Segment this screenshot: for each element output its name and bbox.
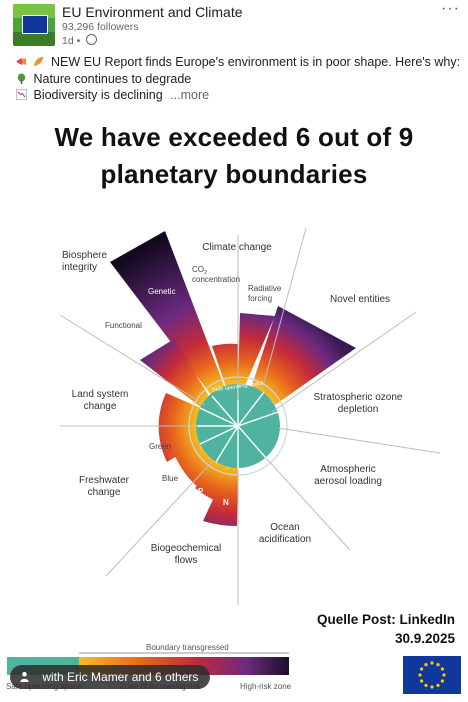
- page-logo[interactable]: [13, 4, 55, 46]
- wedge-nitrogen: [203, 465, 238, 527]
- eu-stars-icon: [418, 661, 446, 689]
- wedge-radiative-forcing: [238, 313, 275, 388]
- wedge-biosphere-integrity: [110, 231, 225, 396]
- safe-aerosol: [238, 426, 276, 452]
- legend-high-risk: High-risk zone: [240, 682, 292, 691]
- safe-ozone: [238, 408, 273, 426]
- label-biogeochemical-flows: Biogeochemical flows: [151, 543, 222, 566]
- label-atmospheric-aerosol: Atmospheric aerosol loading: [314, 464, 382, 487]
- legend-boundary-transgressed: Boundary transgressed: [146, 643, 229, 652]
- label-co2-concentration: CO2 concentration: [192, 265, 240, 284]
- source-line-2: 30.9.2025: [394, 631, 455, 646]
- post-age: 1d: [62, 35, 74, 47]
- eu-flag-icon: [22, 15, 48, 34]
- follower-count: 93,296 followers: [62, 21, 139, 33]
- label-freshwater-change: Freshwater change: [79, 475, 130, 498]
- post-header: EU Environment and Climate 93,296 follow…: [0, 0, 468, 52]
- page-name[interactable]: EU Environment and Climate: [62, 4, 243, 20]
- chart-decreasing-icon: [16, 89, 27, 100]
- label-genetic: Genetic: [148, 287, 176, 296]
- post-line-1: NEW EU Report finds Europe's environment…: [16, 54, 460, 71]
- post-line-2: Nature continues to degrade: [16, 71, 456, 88]
- ring-freshwater-green: [170, 436, 207, 465]
- label-green: Green: [149, 442, 171, 451]
- label-blue: Blue: [162, 474, 179, 483]
- megaphone-icon: [16, 57, 27, 66]
- headline-line-1: We have exceeded 6 out of 9: [54, 122, 414, 152]
- ring-climate-change: [212, 343, 238, 387]
- label-biosphere-integrity: Biosphere integrity: [62, 250, 107, 273]
- leaf-icon: [34, 56, 44, 67]
- source-line-1: Quelle Post: LinkedIn: [316, 612, 455, 627]
- tagged-people-button[interactable]: with Eric Mamer and 6 others: [10, 665, 211, 689]
- post-line-3: Biodiversity is declining ...more: [16, 87, 456, 104]
- post-text: NEW EU Report finds Europe's environment…: [16, 54, 460, 104]
- label-climate-change: Climate change: [202, 242, 272, 253]
- safe-ocean: [238, 426, 263, 464]
- globe-icon: [86, 34, 98, 45]
- label-p: P: [198, 487, 204, 496]
- label-n: N: [223, 498, 229, 507]
- label-functional: Functional: [105, 321, 142, 330]
- label-radiative-forcing: Radiative forcing: [248, 284, 282, 303]
- tagged-people-label: with Eric Mamer and 6 others: [42, 670, 199, 684]
- see-more-link[interactable]: ...more: [170, 88, 210, 102]
- eu-flag: [403, 656, 461, 694]
- headline-line-2: planetary boundaries: [100, 159, 368, 189]
- sector-lines: [59, 227, 441, 605]
- planetary-boundaries-diagram: Safe operating space Climate change CO2 c…: [59, 227, 441, 605]
- wedge-functional: [140, 339, 210, 409]
- post-meta: 1d •: [62, 34, 98, 47]
- label-novel-entities: Novel entities: [330, 294, 390, 305]
- label-ocean-acidification: Ocean acidification: [259, 522, 311, 545]
- label-land-system-change: Land system change: [72, 389, 129, 412]
- more-options-icon[interactable]: ···: [441, 0, 460, 17]
- wedge-novel-entities: [251, 306, 356, 405]
- label-stratospheric-ozone: Stratospheric ozone depletion: [314, 392, 403, 415]
- person-icon: [20, 671, 29, 682]
- tree-icon: [17, 72, 26, 84]
